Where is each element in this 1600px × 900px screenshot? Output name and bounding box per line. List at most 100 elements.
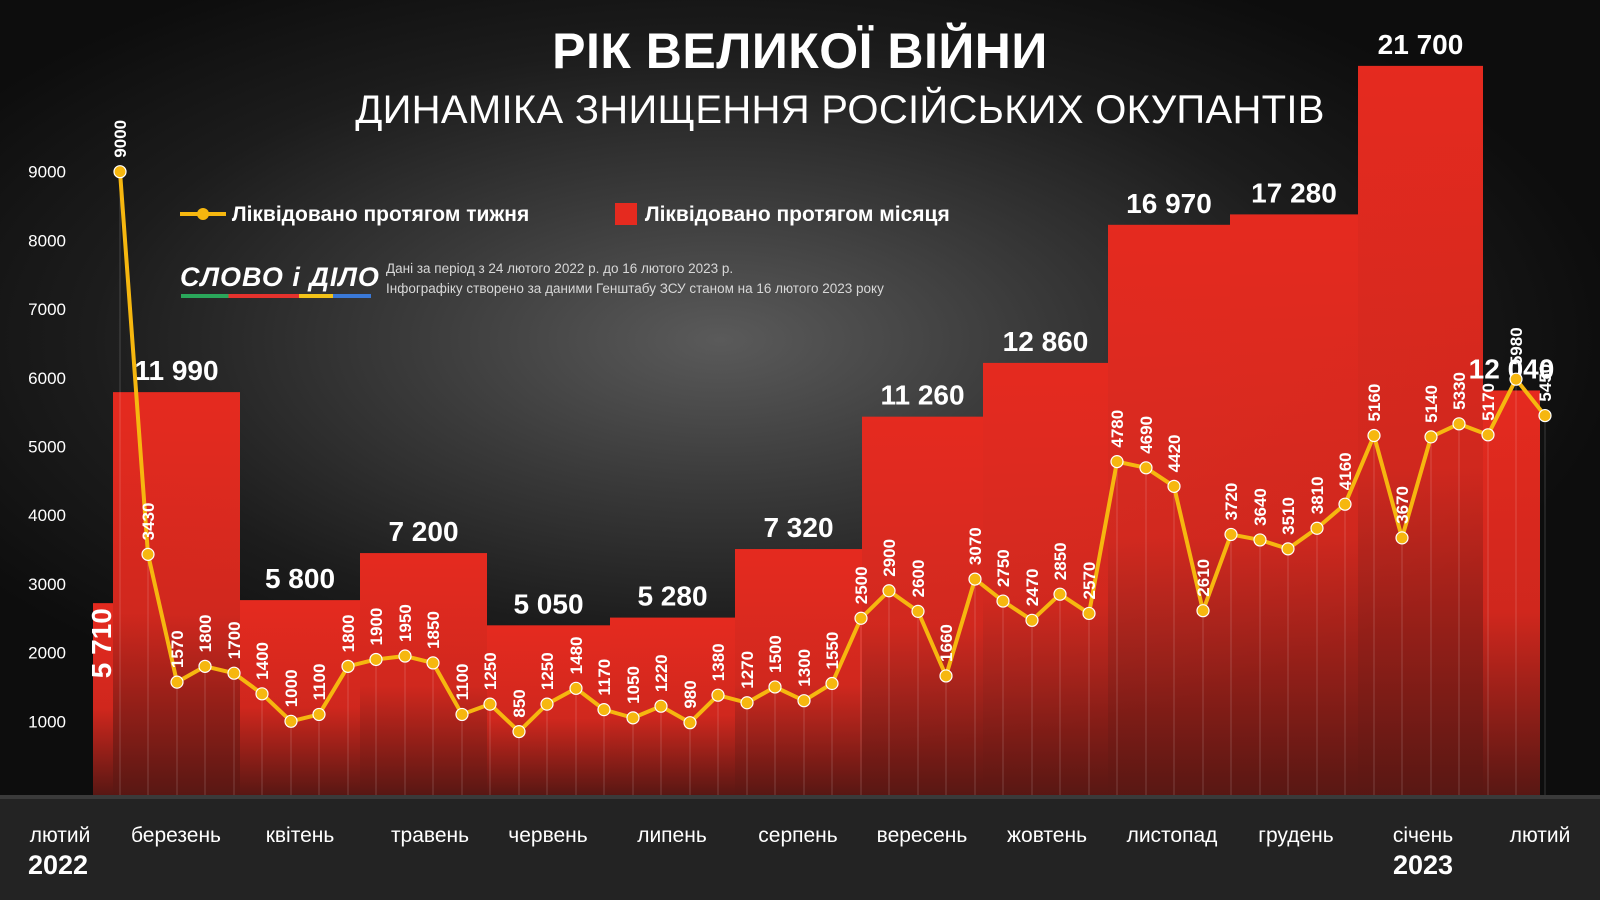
weekly-value-label: 1050 <box>624 666 643 704</box>
weekly-point <box>198 659 212 673</box>
weekly-point <box>398 649 412 663</box>
monthly-value-label: 21 700 <box>1378 29 1464 60</box>
monthly-bar <box>610 617 735 795</box>
x-month-label: березень <box>131 824 221 847</box>
weekly-value-label: 5450 <box>1536 364 1555 402</box>
weekly-value-label: 1000 <box>282 669 301 707</box>
monthly-value-label: 7 320 <box>763 512 833 543</box>
monthly-bar <box>862 416 983 795</box>
legend-monthly: Ліквідовано протягом місяця <box>615 203 950 227</box>
monthly-value-label: 7 200 <box>388 516 458 547</box>
weekly-point <box>1281 542 1295 556</box>
legend-weekly-label: Ліквідовано протягом тижня <box>231 203 530 226</box>
x-month-label: жовтень <box>1007 824 1087 847</box>
legend-monthly-label: Ліквідовано протягом місяця <box>644 203 950 226</box>
weekly-point <box>141 547 155 561</box>
weekly-point <box>768 680 782 694</box>
page-subtitle: ДИНАМІКА ЗНИЩЕННЯ РОСІЙСЬКИХ ОКУПАНТІВ <box>355 88 1325 132</box>
weekly-value-label: 1570 <box>168 630 187 668</box>
weekly-point <box>939 669 953 683</box>
weekly-point <box>483 697 497 711</box>
weekly-value-label: 3640 <box>1251 488 1270 526</box>
weekly-point <box>426 656 440 670</box>
weekly-point <box>968 572 982 586</box>
legend-weekly: Ліквідовано протягом тижня <box>180 203 529 227</box>
weekly-point <box>797 694 811 708</box>
weekly-point <box>1082 606 1096 621</box>
weekly-value-label: 1550 <box>823 632 842 670</box>
monthly-bar <box>735 549 862 795</box>
weekly-point <box>1310 521 1324 535</box>
monthly-value-label: 5 280 <box>637 581 707 612</box>
page-title: РІК ВЕЛИКОЇ ВІЙНИ <box>552 23 1048 79</box>
weekly-value-label: 980 <box>681 680 700 708</box>
weekly-point <box>996 594 1010 608</box>
month-axis-edge <box>0 795 1600 799</box>
monthly-bar <box>983 362 1108 795</box>
weekly-value-label: 1380 <box>709 643 728 681</box>
x-month-label: грудень <box>1258 824 1333 847</box>
x-month-label: серпень <box>758 824 838 847</box>
legend-line-marker-icon <box>180 208 226 220</box>
weekly-point <box>512 725 526 739</box>
weekly-point <box>1395 531 1409 545</box>
weekly-value-label: 1100 <box>310 664 329 701</box>
weekly-value-label: 5170 <box>1479 383 1498 421</box>
weekly-value-label: 5160 <box>1365 384 1384 422</box>
y-tick-label: 6000 <box>28 369 66 388</box>
weekly-point <box>1367 428 1381 443</box>
monthly-value-label: 5 800 <box>265 563 335 594</box>
weekly-value-label: 1500 <box>766 635 785 673</box>
weekly-value-label: 1850 <box>424 611 443 649</box>
weekly-value-label: 1660 <box>937 624 956 662</box>
weekly-point <box>1110 455 1124 469</box>
weekly-value-label: 2900 <box>880 539 899 577</box>
y-tick-label: 8000 <box>28 231 66 250</box>
weekly-point <box>369 652 383 667</box>
weekly-point <box>455 707 469 722</box>
weekly-value-label: 2470 <box>1023 568 1042 606</box>
weekly-value-label: 1480 <box>567 636 586 674</box>
weekly-value-label: 1400 <box>253 642 272 680</box>
monthly-bar <box>93 603 113 795</box>
weekly-value-label: 3430 <box>139 503 158 541</box>
weekly-value-label: 1800 <box>339 615 358 653</box>
weekly-value-label: 850 <box>510 689 529 717</box>
monthly-bar <box>1358 65 1483 795</box>
monthly-value-label: 12 860 <box>1003 326 1089 357</box>
x-month-label: квітень <box>266 824 335 847</box>
monthly-bar <box>1230 214 1358 796</box>
x-year-label: 2023 <box>1393 850 1453 880</box>
weekly-point <box>882 584 896 598</box>
weekly-value-label: 4690 <box>1137 416 1156 454</box>
weekly-point <box>1053 587 1067 601</box>
weekly-value-label: 4780 <box>1108 410 1127 448</box>
weekly-value-label: 2500 <box>852 566 871 604</box>
x-month-label: вересень <box>877 824 968 847</box>
brand-logo: СЛОВО і ДІЛО <box>180 262 380 292</box>
y-tick-label: 5000 <box>28 438 66 457</box>
month-axis-strip <box>0 795 1600 900</box>
x-month-label: січень <box>1393 824 1453 847</box>
weekly-value-label: 3510 <box>1279 497 1298 535</box>
weekly-point <box>341 659 355 673</box>
weekly-point <box>626 711 640 725</box>
weekly-value-label: 5140 <box>1422 385 1441 423</box>
weekly-value-label: 1800 <box>196 615 215 653</box>
weekly-point <box>312 707 326 722</box>
x-month-label: лютий <box>30 824 91 847</box>
monthly-value-label: 11 260 <box>880 380 964 411</box>
weekly-value-label: 2610 <box>1194 559 1213 597</box>
weekly-point <box>1338 497 1352 511</box>
weekly-point <box>825 676 839 691</box>
monthly-bar <box>360 553 487 795</box>
y-tick-label: 9000 <box>28 163 66 182</box>
x-month-label: лютий <box>1510 824 1571 847</box>
x-month-label: червень <box>508 824 587 847</box>
y-tick-label: 1000 <box>28 712 66 731</box>
weekly-point <box>1481 428 1495 442</box>
weekly-point <box>255 687 269 701</box>
y-tick-label: 3000 <box>28 575 66 594</box>
weekly-value-label: 1250 <box>481 652 500 690</box>
weekly-value-label: 1270 <box>738 651 757 689</box>
